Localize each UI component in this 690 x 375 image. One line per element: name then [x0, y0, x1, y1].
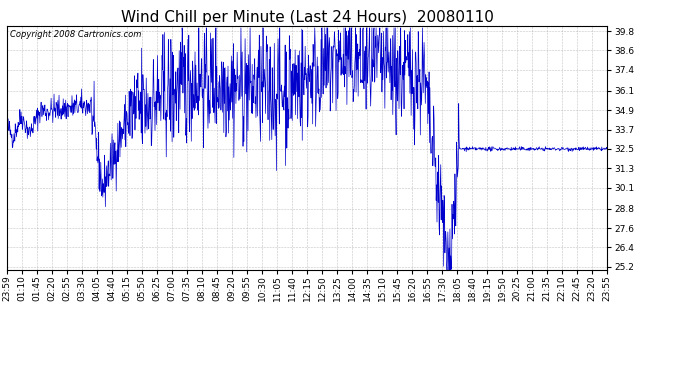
Title: Wind Chill per Minute (Last 24 Hours)  20080110: Wind Chill per Minute (Last 24 Hours) 20…	[121, 10, 493, 25]
Text: Copyright 2008 Cartronics.com: Copyright 2008 Cartronics.com	[10, 30, 141, 39]
